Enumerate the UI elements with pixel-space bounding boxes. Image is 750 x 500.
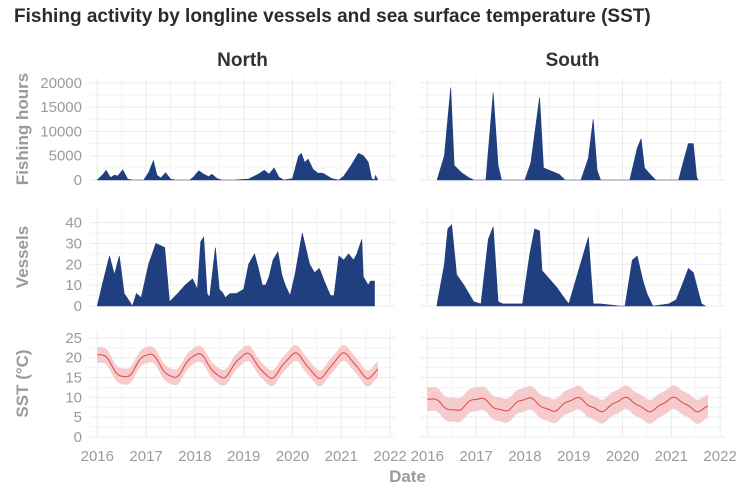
y-tick-label: 5 bbox=[74, 409, 82, 426]
y-tick-label: 0 bbox=[74, 298, 82, 315]
x-tick-label: 2021 bbox=[655, 448, 688, 465]
x-tick-label: 2022 bbox=[703, 448, 736, 465]
area-fishing-hoursnorth bbox=[96, 152, 378, 181]
y-tick-label: 15 bbox=[65, 370, 82, 387]
facet-label-north: North bbox=[217, 50, 268, 71]
x-tick-label: 2022 bbox=[373, 448, 406, 465]
panel-background bbox=[420, 78, 725, 180]
panel-background bbox=[90, 330, 395, 437]
x-tick-label: 2016 bbox=[81, 448, 114, 465]
y-tick-label: 20 bbox=[65, 256, 82, 273]
y-axis-title: Vessels bbox=[13, 226, 32, 288]
sst-line-north bbox=[97, 352, 379, 380]
y-tick-label: 0 bbox=[74, 429, 82, 446]
y-axis-title: Fishing hours bbox=[13, 73, 32, 185]
y-tick-label: 15000 bbox=[40, 99, 82, 116]
x-tick-label: 2017 bbox=[129, 448, 162, 465]
x-tick-label: 2019 bbox=[227, 448, 260, 465]
y-tick-label: 10 bbox=[65, 277, 82, 294]
area-vesselssouth bbox=[436, 224, 706, 307]
sst-line-south bbox=[427, 396, 709, 413]
y-tick-label: 5000 bbox=[49, 148, 82, 165]
x-tick-label: 2020 bbox=[606, 448, 639, 465]
y-tick-label: 10 bbox=[65, 389, 82, 406]
y-axis-title: SST (°C) bbox=[13, 349, 32, 417]
panel-background bbox=[420, 208, 725, 306]
chart-title: Fishing activity by longline vessels and… bbox=[14, 6, 651, 27]
y-tick-label: 20 bbox=[65, 350, 82, 367]
area-fishing-hourssouth bbox=[436, 87, 699, 181]
y-tick-label: 10000 bbox=[40, 123, 82, 140]
y-tick-label: 20000 bbox=[40, 75, 82, 92]
x-tick-label: 2020 bbox=[276, 448, 309, 465]
panel-background bbox=[420, 330, 725, 437]
y-tick-label: 0 bbox=[74, 172, 82, 189]
area-vesselsnorth bbox=[96, 232, 375, 307]
sst-ribbon-north bbox=[97, 344, 378, 387]
x-tick-label: 2016 bbox=[411, 448, 444, 465]
x-tick-label: 2018 bbox=[178, 448, 211, 465]
x-tick-label: 2017 bbox=[459, 448, 492, 465]
y-tick-label: 25 bbox=[65, 330, 82, 347]
facet-label-south: South bbox=[546, 50, 600, 71]
x-tick-label: 2021 bbox=[325, 448, 358, 465]
x-axis-title: Date bbox=[389, 467, 426, 486]
y-tick-label: 30 bbox=[65, 235, 82, 252]
panel-background bbox=[90, 78, 395, 180]
x-tick-label: 2018 bbox=[508, 448, 541, 465]
y-tick-label: 40 bbox=[65, 215, 82, 232]
x-tick-label: 2019 bbox=[557, 448, 590, 465]
sst-ribbon-south bbox=[427, 385, 708, 424]
